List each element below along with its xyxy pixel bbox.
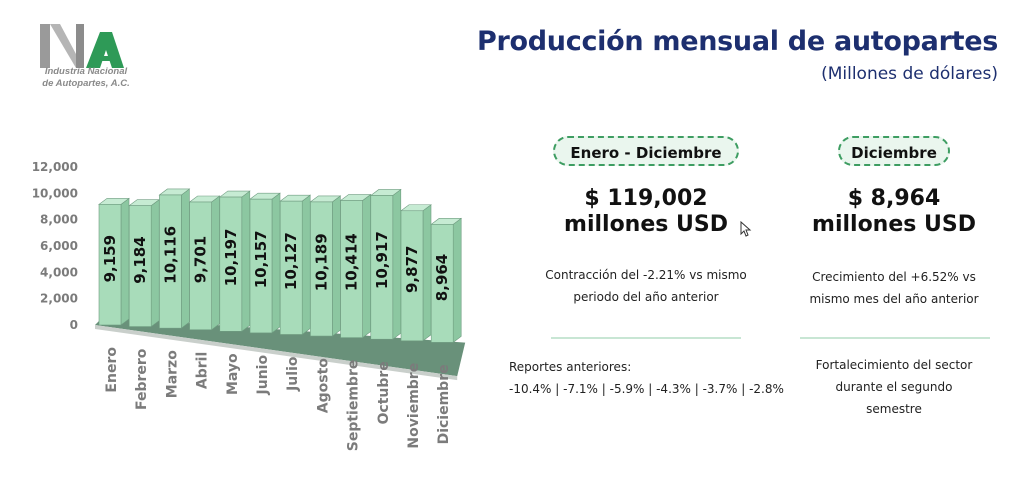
month-note: Crecimiento del +6.52% vs mismo mes del … <box>780 266 1008 310</box>
x-tick-label: Diciembre <box>436 364 452 444</box>
x-tick-label: Enero <box>104 347 120 393</box>
month-label: Diciembre <box>851 144 937 162</box>
bar-side <box>150 199 160 328</box>
bar-side <box>211 195 220 331</box>
month-footer-line2: durante el segundo <box>835 380 953 394</box>
previous-reports-label: Reportes anteriores: <box>509 360 632 374</box>
bar <box>128 205 152 327</box>
data-label: 10,116 <box>161 226 179 284</box>
ina-logo <box>40 24 124 68</box>
x-tick-label: Octubre <box>376 361 392 424</box>
bar-side <box>301 194 311 336</box>
annual-note: Contracción del -2.21% vs mismo periodo … <box>500 264 792 308</box>
bar-side <box>422 204 432 342</box>
month-amount: $ 8,964 <box>847 186 941 211</box>
monthly-production-chart: 0 2,000 4,000 6,000 8,000 10,000 12,000 9,159 En… <box>32 160 466 452</box>
annual-note-line2: periodo del año anterior <box>573 290 719 304</box>
month-divider <box>800 337 990 339</box>
month-unit: millones USD <box>812 212 976 237</box>
x-tick-label: Agosto <box>315 358 331 414</box>
y-tick-label: 0 <box>70 318 78 332</box>
data-label: 9,159 <box>101 235 119 282</box>
data-label: 10,917 <box>373 231 391 289</box>
bar <box>279 200 303 335</box>
chart-floor-edge <box>95 325 458 381</box>
bar-side <box>452 217 462 343</box>
x-tick-label: Mayo <box>225 353 241 395</box>
x-tick-label: Septiembre <box>346 360 362 452</box>
bar-side <box>332 195 341 337</box>
annual-period-pill: Enero - Diciembre <box>553 136 739 166</box>
data-label: 8,964 <box>433 254 451 301</box>
bar <box>219 196 243 332</box>
y-tick-label: 10,000 <box>32 186 78 200</box>
x-tick-label: Febrero <box>134 348 150 410</box>
month-pill: Diciembre <box>838 136 950 166</box>
x-tick-label: Julio <box>285 356 301 392</box>
mouse-cursor-icon <box>740 221 752 237</box>
logo-caption: Industria Nacional de Autopartes, A.C. <box>26 66 146 90</box>
logo-caption-line1: Industria Nacional <box>44 66 128 77</box>
bar <box>370 195 394 340</box>
bar <box>249 198 273 334</box>
x-tick-label: Marzo <box>164 350 180 398</box>
annual-amount-block: $ 119,002 millones USD <box>530 186 762 238</box>
data-label: 10,189 <box>312 233 330 291</box>
data-label: 10,197 <box>222 229 240 287</box>
annual-unit: millones USD <box>564 212 728 237</box>
bar <box>400 210 424 342</box>
month-footer-line3: semestre <box>866 402 922 416</box>
bar-side <box>120 197 130 326</box>
bar <box>98 204 122 326</box>
y-tick-label: 12,000 <box>32 160 78 174</box>
data-label: 10,414 <box>343 233 361 291</box>
data-label: 10,127 <box>282 232 300 290</box>
annual-note-line1: Contracción del -2.21% vs mismo <box>545 268 747 282</box>
data-label: 9,701 <box>192 236 210 283</box>
bar-side <box>362 193 371 339</box>
data-label: 9,184 <box>131 236 149 283</box>
bar-side <box>181 188 190 329</box>
bar <box>310 201 333 337</box>
annual-divider <box>551 337 741 339</box>
data-label: 9,877 <box>403 246 421 293</box>
bar <box>340 200 363 338</box>
month-note-line1: Crecimiento del +6.52% vs <box>812 270 976 284</box>
month-amount-block: $ 8,964 millones USD <box>780 186 1008 238</box>
annual-period-label: Enero - Diciembre <box>570 144 722 162</box>
x-tick-label: Junio <box>255 355 271 396</box>
previous-reports: Reportes anteriores: -10.4% | -7.1% | -5… <box>509 356 789 400</box>
bar-side <box>392 188 402 340</box>
y-tick-label: 6,000 <box>40 239 78 253</box>
page-subtitle: (Millones de dólares) <box>821 64 998 84</box>
data-label: 10,157 <box>252 230 270 288</box>
bar <box>430 224 454 343</box>
bar <box>189 201 212 331</box>
logo-caption-line2: de Autopartes, A.C. <box>42 78 130 89</box>
bar-side <box>241 190 251 332</box>
page-title: Producción mensual de autopartes <box>477 26 998 57</box>
bar <box>159 194 182 329</box>
bar-side <box>271 192 281 334</box>
month-note-line2: mismo mes del año anterior <box>809 292 979 306</box>
y-tick-label: 8,000 <box>40 213 78 227</box>
x-tick-label: Noviembre <box>406 363 422 449</box>
annual-amount: $ 119,002 <box>584 186 708 211</box>
chart-floor <box>95 317 466 377</box>
y-tick-label: 2,000 <box>40 292 78 306</box>
previous-reports-values: -10.4% | -7.1% | -5.9% | -4.3% | -3.7% |… <box>509 382 784 396</box>
y-tick-label: 4,000 <box>40 265 78 279</box>
x-tick-label: Abril <box>195 352 211 389</box>
month-footer-line1: Fortalecimiento del sector <box>815 358 973 372</box>
month-footer: Fortalecimiento del sector durante el se… <box>780 354 1008 420</box>
